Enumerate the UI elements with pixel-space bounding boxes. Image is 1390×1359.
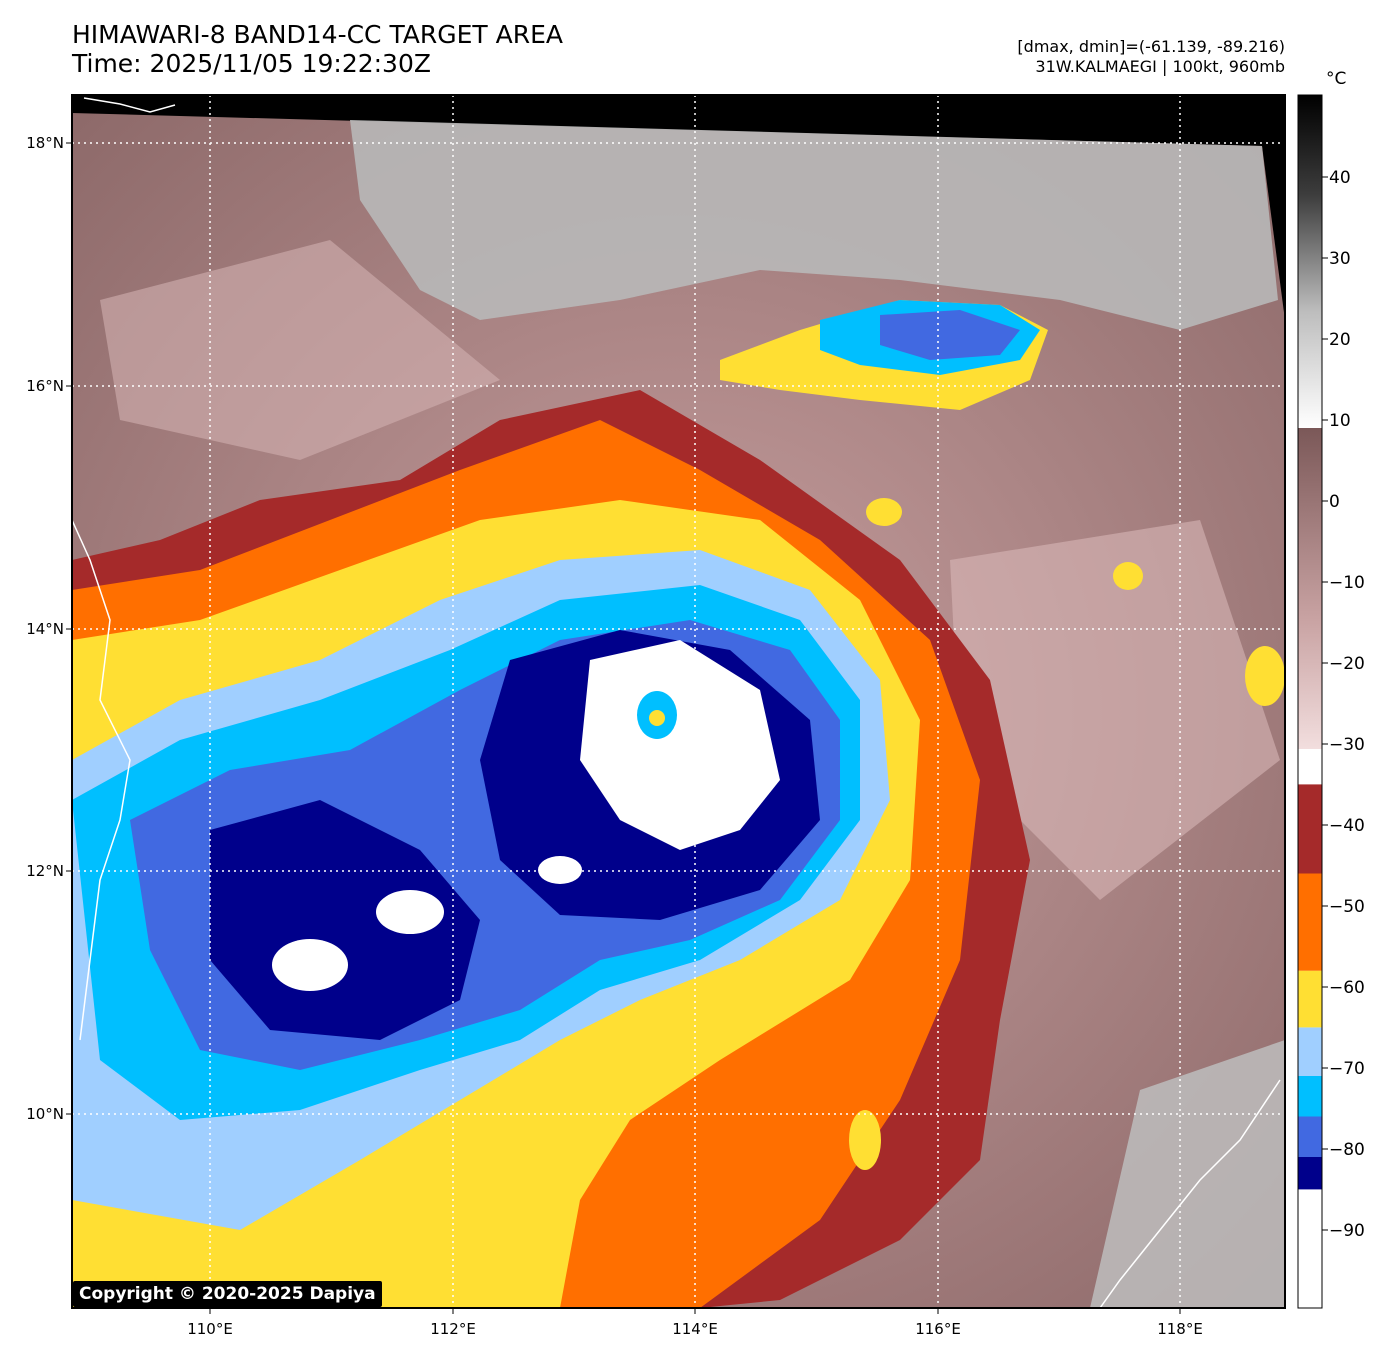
colorbar-tick-label: 0	[1329, 492, 1340, 512]
colorbar-band	[1298, 784, 1322, 874]
colorbar-unit: °C	[1326, 69, 1346, 89]
colorbar-tick-label: −10	[1329, 573, 1365, 593]
small-cell-4	[849, 1110, 881, 1170]
lat-tick-label: 16°N	[26, 377, 64, 395]
longitude-axis: 110°E 112°E 114°E 116°E 118°E	[187, 1308, 1203, 1338]
colorbar-border	[1297, 94, 1323, 1309]
cloud-grey-southeast	[1090, 1040, 1285, 1308]
colorbar-tick-label: −60	[1329, 978, 1365, 998]
lon-tick-label: 116°E	[915, 1320, 961, 1338]
north-cell-inner	[880, 310, 1020, 360]
colorbar: 40 30 20 10 0 −10 −20 −30 −40 −50 −60 −70 −80 −90 °C	[1297, 69, 1365, 1309]
colorbar-band	[1298, 970, 1322, 1028]
colorbar-tick-label: −80	[1329, 1140, 1365, 1160]
lat-tick-label: 12°N	[26, 862, 64, 880]
storm-eye-center	[649, 710, 665, 726]
western-convection-core	[210, 800, 480, 1040]
map-border	[71, 94, 1286, 1309]
coastline-vietnam	[72, 519, 131, 1041]
colorbar-tick-label: 40	[1329, 168, 1351, 188]
colorbar-ticks: 40 30 20 10 0 −10 −20 −30 −40 −50 −60 −70 −80 −90	[1322, 168, 1365, 1241]
colorbar-tick-label: −70	[1329, 1059, 1365, 1079]
coastline-hainan	[83, 97, 176, 113]
colorbar-band	[1298, 1076, 1322, 1117]
storm-info: [dmax, dmin]=(-61.139, -89.216) 31W.KALM…	[1017, 37, 1285, 77]
colorbar-bands	[1298, 784, 1322, 1308]
colorbar-brown-segment	[1298, 428, 1322, 749]
eyewall-coldest	[580, 640, 780, 850]
data-range: [dmax, dmin]=(-61.139, -89.216)	[1017, 37, 1285, 56]
colorbar-band	[1298, 1157, 1322, 1190]
small-cell-1	[866, 498, 902, 526]
lon-tick-label: 118°E	[1157, 1320, 1203, 1338]
lon-tick-label: 110°E	[187, 1320, 233, 1338]
title-time: Time: 2025/11/05 19:22:30Z	[72, 49, 431, 78]
colorbar-band	[1298, 873, 1322, 971]
colorbar-tick-label: 20	[1329, 330, 1351, 350]
lat-tick-label: 18°N	[26, 134, 64, 152]
colorbar-tick-label: 10	[1329, 411, 1351, 431]
cloud-light-east	[950, 520, 1280, 900]
colorbar-grey-segment	[1298, 95, 1322, 428]
small-cell-2	[1113, 562, 1143, 590]
lat-tick-label: 14°N	[26, 620, 64, 638]
colorbar-tick-label: −40	[1329, 816, 1365, 836]
gridlines	[72, 95, 1285, 1308]
colorbar-band	[1298, 1027, 1322, 1076]
lon-tick-label: 114°E	[672, 1320, 718, 1338]
cold-top-3	[538, 856, 582, 884]
storm-name: 31W.KALMAEGI | 100kt, 960mb	[1035, 57, 1285, 76]
lat-tick-label: 10°N	[26, 1105, 64, 1123]
colorbar-tick-label: −50	[1329, 897, 1365, 917]
lon-tick-label: 112°E	[430, 1320, 476, 1338]
colorbar-tick-label: −20	[1329, 654, 1365, 674]
colorbar-tick-label: 30	[1329, 249, 1351, 269]
satellite-image	[72, 95, 1285, 1308]
small-cell-3	[1245, 646, 1285, 706]
cold-top-1	[272, 939, 348, 991]
latitude-axis: 18°N 16°N 14°N 12°N 10°N	[26, 134, 72, 1123]
cloud-grey-north	[350, 120, 1278, 330]
cloud-light-west	[100, 240, 500, 460]
title-product: HIMAWARI-8 BAND14-CC TARGET AREA	[72, 20, 564, 49]
colorbar-band	[1298, 1189, 1322, 1308]
colorbar-tick-label: −90	[1329, 1221, 1365, 1241]
copyright-label: Copyright © 2020-2025 Dapiya	[73, 1281, 382, 1307]
cold-top-2	[376, 890, 444, 934]
figure-title: HIMAWARI-8 BAND14-CC TARGET AREA Time: 2…	[72, 20, 563, 78]
colorbar-band	[1298, 1116, 1322, 1157]
colorbar-tick-label: −30	[1329, 735, 1365, 755]
